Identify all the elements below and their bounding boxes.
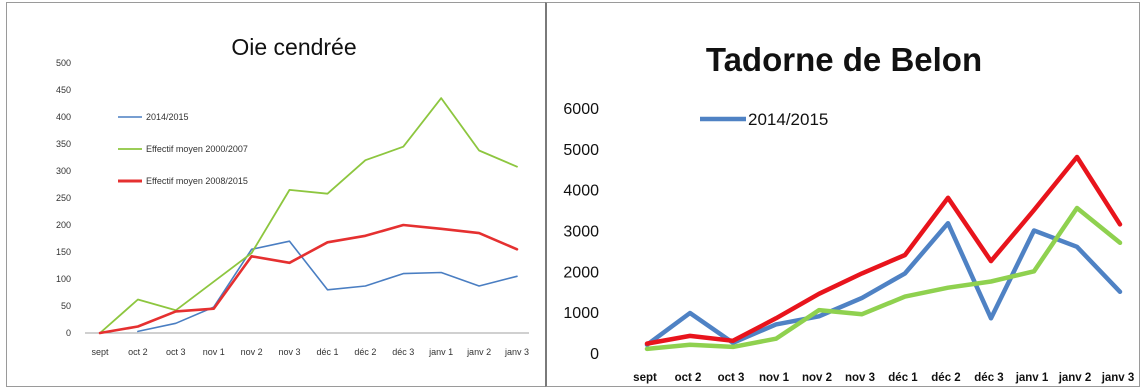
- x-tick-label: oct 2: [675, 372, 702, 384]
- y-tick-label: 100: [56, 274, 71, 284]
- x-tick-label: nov 2: [241, 347, 263, 357]
- y-tick-label: 350: [56, 139, 71, 149]
- x-tick-label: déc 1: [316, 347, 338, 357]
- chart-tadorne-de-belon: Tadorne de Belon 0 1000 2000 3000 4000 5000 60…: [563, 41, 1135, 384]
- x-tick-label: janv 2: [466, 347, 491, 357]
- x-tick-label: janv 3: [1101, 372, 1135, 384]
- legend-label: Effectif moyen 2000/2007: [146, 144, 248, 154]
- y-tick-label: 0: [590, 346, 599, 363]
- y-tick-label: 5000: [563, 142, 599, 159]
- x-tick-label: déc 2: [931, 372, 960, 384]
- y-tick-label: 3000: [563, 224, 599, 241]
- x-tick-label: oct 3: [718, 372, 745, 384]
- x-tick-label: déc 2: [354, 347, 376, 357]
- x-tick-label: sept: [91, 347, 109, 357]
- y-tick-label: 0: [66, 328, 71, 338]
- x-tick-label: nov 1: [203, 347, 225, 357]
- legend-label: 2014/2015: [748, 110, 828, 129]
- series-line-1: [99, 97, 518, 334]
- y-tick-label: 50: [61, 301, 71, 311]
- series-line-2: [644, 205, 1123, 352]
- chart-title: Tadorne de Belon: [706, 41, 982, 78]
- y-tick-label: 300: [56, 166, 71, 176]
- chart-panel-tadorne-de-belon: Tadorne de Belon 0 1000 2000 3000 4000 5000 60…: [545, 2, 1140, 387]
- y-tick-label: 1000: [563, 305, 599, 322]
- y-tick-label: 450: [56, 85, 71, 95]
- x-tick-label: nov 3: [279, 347, 301, 357]
- chart-title: Oie cendrée: [231, 34, 356, 60]
- series-line-0: [137, 240, 518, 333]
- y-tick-label: 4000: [563, 183, 599, 200]
- x-tick-label: oct 2: [128, 347, 148, 357]
- y-tick-label: 150: [56, 247, 71, 257]
- chart-oie-cendree: Oie cendrée 0 50 100 150 200 250 300 350 400 450 5…: [56, 34, 529, 357]
- x-tick-label: nov 3: [845, 372, 875, 384]
- y-tick-label: 6000: [563, 101, 599, 118]
- x-tick-label: janv 3: [504, 347, 529, 357]
- y-tick-label: 250: [56, 193, 71, 203]
- x-tick-label: oct 3: [166, 347, 186, 357]
- y-tick-label: 200: [56, 220, 71, 230]
- y-tick-label: 2000: [563, 264, 599, 281]
- x-tick-label: janv 1: [1015, 372, 1049, 384]
- x-tick-label: janv 1: [428, 347, 453, 357]
- x-tick-label: déc 3: [974, 372, 1003, 384]
- x-tick-label: déc 1: [888, 372, 918, 384]
- series-line-1: [644, 154, 1123, 346]
- x-tick-label: déc 3: [392, 347, 414, 357]
- y-tick-label: 400: [56, 112, 71, 122]
- chart-panel-oie-cendree: Oie cendrée 0 50 100 150 200 250 300 350 400 450 5…: [6, 2, 546, 387]
- y-tick-label: 500: [56, 58, 71, 68]
- legend-label: 2014/2015: [146, 112, 189, 122]
- legend-label: Effectif moyen 2008/2015: [146, 176, 248, 186]
- series-line-2: [98, 223, 519, 335]
- x-tick-label: nov 2: [802, 372, 832, 384]
- x-tick-label: nov 1: [759, 372, 790, 384]
- series-line-0: [644, 220, 1123, 348]
- x-tick-label: janv 2: [1058, 372, 1092, 384]
- x-tick-label: sept: [633, 372, 657, 384]
